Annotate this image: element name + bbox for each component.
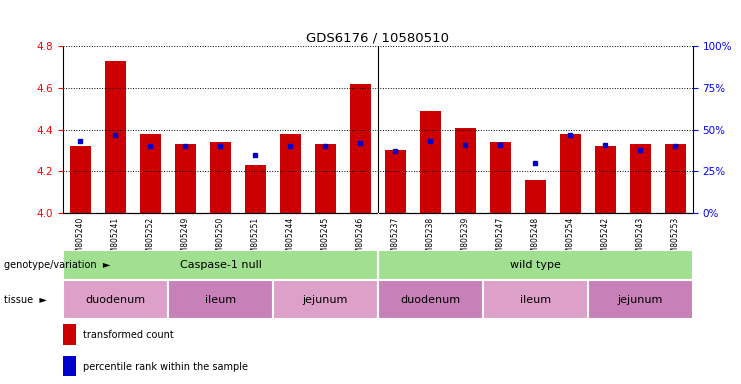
Text: GSM805247: GSM805247	[496, 217, 505, 263]
Bar	[665, 144, 686, 213]
Text: GSM805237: GSM805237	[391, 217, 400, 263]
Bar	[490, 142, 511, 213]
Text: GSM805251: GSM805251	[251, 217, 260, 263]
Bar	[378, 280, 483, 319]
Text: GSM805239: GSM805239	[461, 217, 470, 263]
Bar	[525, 180, 546, 213]
Text: wild type: wild type	[510, 260, 561, 270]
Text: GSM805240: GSM805240	[76, 217, 85, 263]
Text: percentile rank within the sample: percentile rank within the sample	[83, 361, 248, 372]
Text: GSM805242: GSM805242	[601, 217, 610, 263]
Bar	[245, 165, 266, 213]
Bar	[595, 146, 616, 213]
Text: jejunum: jejunum	[303, 295, 348, 305]
Bar	[273, 280, 378, 319]
Text: GSM805246: GSM805246	[356, 217, 365, 263]
Text: GSM805253: GSM805253	[671, 217, 679, 263]
Text: ileum: ileum	[205, 295, 236, 305]
Bar	[63, 250, 378, 280]
Text: jejunum: jejunum	[618, 295, 663, 305]
Bar	[280, 134, 301, 213]
Bar	[63, 324, 76, 345]
Text: GSM805238: GSM805238	[426, 217, 435, 263]
Bar	[560, 134, 581, 213]
Bar	[420, 111, 441, 213]
Text: GSM805250: GSM805250	[216, 217, 225, 263]
Text: GSM805249: GSM805249	[181, 217, 190, 263]
Bar	[70, 146, 91, 213]
Text: GSM805248: GSM805248	[531, 217, 540, 263]
Text: GSM805243: GSM805243	[636, 217, 645, 263]
Text: genotype/variation  ►: genotype/variation ►	[4, 260, 110, 270]
Bar	[63, 280, 168, 319]
Text: GSM805241: GSM805241	[111, 217, 120, 263]
Text: duodenum: duodenum	[85, 295, 145, 305]
Bar	[588, 280, 693, 319]
Bar	[385, 151, 406, 213]
Text: Caspase-1 null: Caspase-1 null	[179, 260, 262, 270]
Text: GSM805252: GSM805252	[146, 217, 155, 263]
Bar	[63, 356, 76, 376]
Bar	[315, 144, 336, 213]
Text: GDS6176 / 10580510: GDS6176 / 10580510	[307, 31, 449, 44]
Bar	[105, 61, 126, 213]
Text: GSM805245: GSM805245	[321, 217, 330, 263]
Bar	[168, 280, 273, 319]
Bar	[350, 84, 371, 213]
Text: GSM805244: GSM805244	[286, 217, 295, 263]
Text: tissue  ►: tissue ►	[4, 295, 47, 305]
Bar	[210, 142, 231, 213]
Text: transformed count: transformed count	[83, 330, 173, 340]
Bar	[140, 134, 161, 213]
Text: duodenum: duodenum	[400, 295, 460, 305]
Bar	[175, 144, 196, 213]
Bar	[483, 280, 588, 319]
Text: GSM805254: GSM805254	[566, 217, 575, 263]
Bar	[630, 144, 651, 213]
Bar	[455, 127, 476, 213]
Text: ileum: ileum	[519, 295, 551, 305]
Bar	[378, 250, 693, 280]
